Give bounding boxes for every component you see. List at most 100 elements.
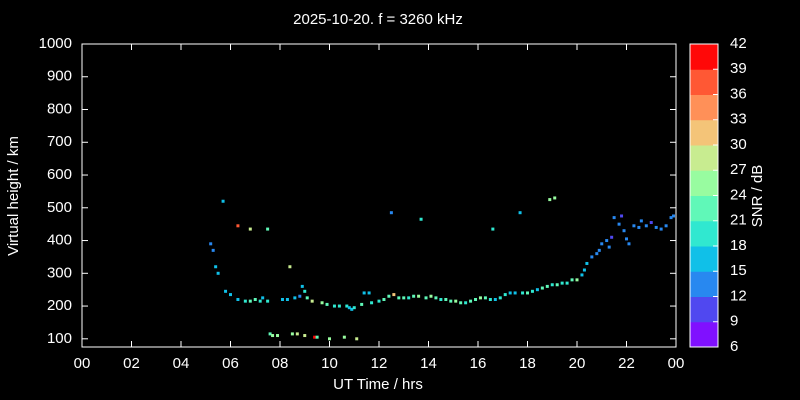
y-axis-label: Virtual height / km xyxy=(5,136,22,256)
colorbar-label: SNR / dB xyxy=(749,165,766,228)
point xyxy=(595,252,599,256)
colorbar-bin xyxy=(690,69,718,95)
colorbar-bin xyxy=(690,321,718,348)
point xyxy=(570,278,574,282)
point xyxy=(434,296,438,300)
colorbar-bin xyxy=(690,246,718,272)
point xyxy=(610,235,614,239)
x-axis-label: UT Time / hrs xyxy=(333,376,423,393)
point xyxy=(503,293,507,297)
colorbar-tick-label: 21 xyxy=(730,212,747,229)
point xyxy=(632,224,636,228)
point xyxy=(518,211,522,215)
point xyxy=(625,237,628,241)
point xyxy=(268,332,272,336)
point xyxy=(622,229,626,233)
point xyxy=(508,291,512,295)
point xyxy=(328,337,331,341)
colorbar-bin xyxy=(690,195,718,222)
x-tick-label: 00 xyxy=(74,355,91,372)
point xyxy=(352,306,356,310)
point xyxy=(649,221,653,225)
y-tick-label: 600 xyxy=(47,166,72,183)
point xyxy=(565,281,569,285)
colorbar-tick-label: 12 xyxy=(730,287,747,304)
point xyxy=(474,298,478,302)
point xyxy=(377,299,381,303)
point xyxy=(261,296,265,300)
x-tick-label: 02 xyxy=(123,355,140,372)
point xyxy=(449,299,453,303)
colorbar-bin xyxy=(690,220,718,247)
point xyxy=(362,291,366,295)
point xyxy=(266,299,270,303)
point xyxy=(620,214,624,218)
colorbar-tick-label: 33 xyxy=(730,111,747,128)
point xyxy=(258,299,262,303)
point xyxy=(276,334,280,338)
y-tick-label: 800 xyxy=(47,100,72,117)
x-tick-label: 08 xyxy=(272,355,289,372)
point xyxy=(444,298,448,302)
colorbar-bin xyxy=(690,145,718,171)
y-tick-label: 500 xyxy=(47,199,72,216)
point xyxy=(612,216,616,220)
point xyxy=(209,242,213,246)
point xyxy=(672,214,676,218)
x-tick-label: 10 xyxy=(321,355,338,372)
point xyxy=(560,281,564,285)
point xyxy=(392,293,396,297)
point xyxy=(553,196,557,200)
point xyxy=(216,271,220,275)
point xyxy=(498,296,502,300)
point xyxy=(303,334,307,338)
colorbar-tick-label: 15 xyxy=(730,262,747,279)
x-tick-label: 14 xyxy=(420,355,437,372)
colorbar-tick-label: 27 xyxy=(730,161,747,178)
point xyxy=(530,289,534,293)
point xyxy=(300,284,304,288)
point xyxy=(493,298,497,302)
point xyxy=(298,294,302,298)
point xyxy=(288,265,292,269)
point xyxy=(266,227,270,231)
point xyxy=(280,298,284,302)
point xyxy=(555,283,559,287)
colorbar-tick-label: 6 xyxy=(730,338,738,355)
x-tick-label: 20 xyxy=(569,355,586,372)
point xyxy=(221,199,225,203)
point xyxy=(627,242,631,246)
point xyxy=(580,273,584,277)
point xyxy=(639,219,643,223)
point xyxy=(293,296,297,300)
point xyxy=(545,284,549,288)
point xyxy=(285,298,289,302)
point xyxy=(464,301,468,305)
point xyxy=(659,227,663,231)
point xyxy=(654,225,658,229)
y-tick-label: 100 xyxy=(47,330,72,347)
point xyxy=(248,299,252,303)
colorbar-tick-label: 24 xyxy=(730,186,747,203)
point xyxy=(424,296,428,300)
point xyxy=(397,296,401,300)
point xyxy=(355,337,359,341)
y-tick-label: 200 xyxy=(47,297,72,314)
y-tick-label: 400 xyxy=(47,232,72,249)
point xyxy=(305,296,309,300)
colorbar-bin xyxy=(690,170,718,196)
point xyxy=(313,335,317,339)
colorbar-tick-label: 30 xyxy=(730,136,747,153)
point xyxy=(535,288,539,292)
colorbar-bin xyxy=(690,119,718,146)
point xyxy=(605,239,609,243)
point xyxy=(243,299,247,303)
point xyxy=(360,302,364,306)
y-tick-label: 1000 xyxy=(39,35,72,52)
point xyxy=(402,296,406,300)
point xyxy=(439,298,443,302)
point xyxy=(367,291,371,295)
point xyxy=(303,289,307,293)
colorbar-tick-label: 36 xyxy=(730,85,747,102)
